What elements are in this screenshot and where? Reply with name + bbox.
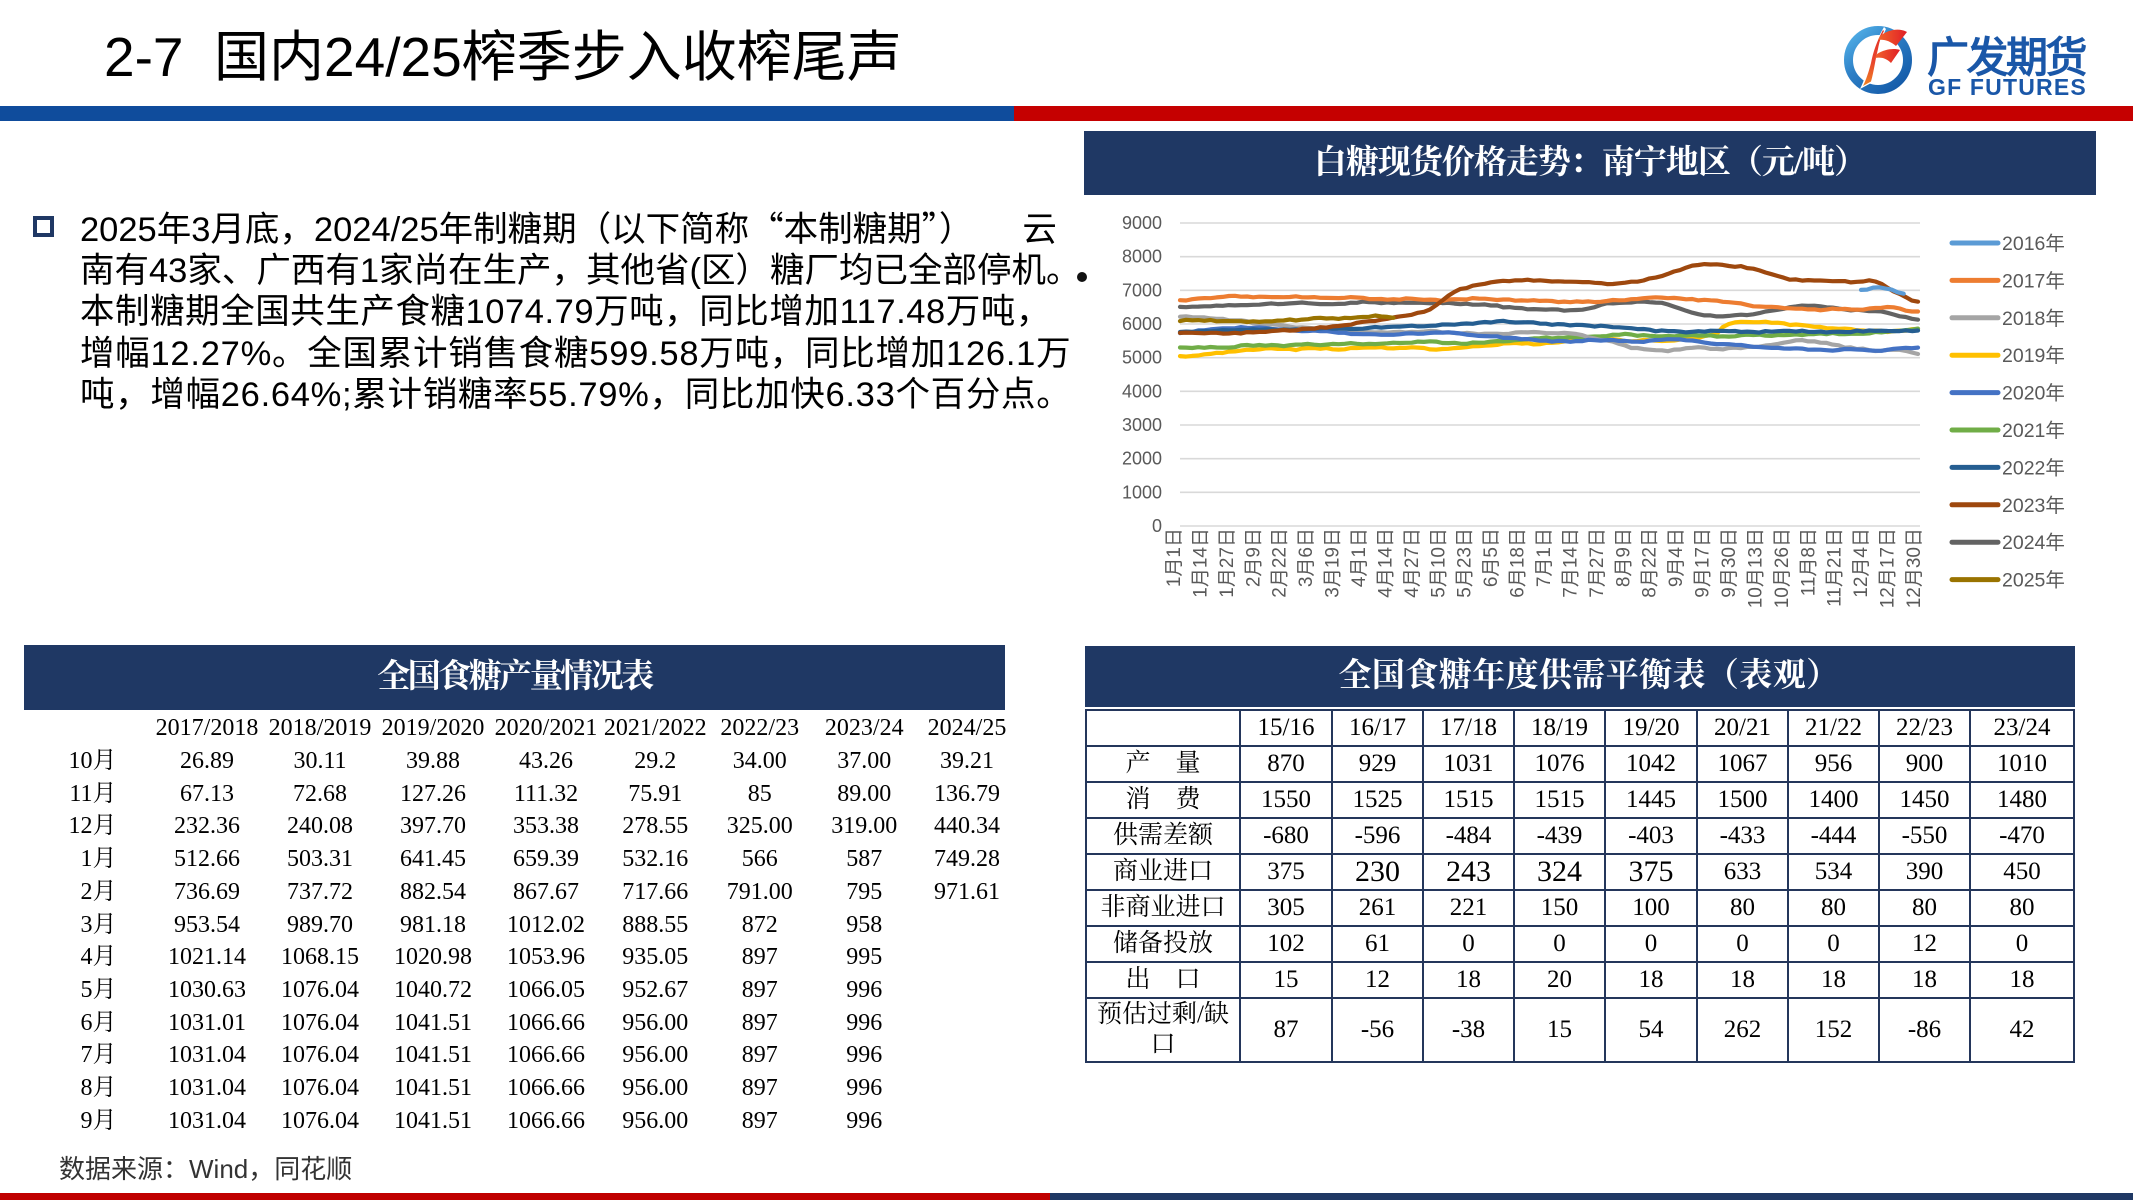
svg-text:4月14日: 4月14日 [1375,528,1396,598]
svg-text:2024年: 2024年 [2002,532,2065,554]
svg-text:2023年: 2023年 [2002,495,2065,517]
svg-text:3月19日: 3月19日 [1323,528,1344,598]
svg-text:2020年: 2020年 [2002,383,2065,405]
svg-text:1月14日: 1月14日 [1190,528,1211,598]
svg-text:7月1日: 7月1日 [1534,528,1555,587]
svg-text:2月9日: 2月9日 [1243,528,1264,587]
svg-text:2月22日: 2月22日 [1270,528,1291,598]
svg-text:1000: 1000 [1122,482,1162,502]
svg-text:0: 0 [1152,516,1162,536]
svg-text:3000: 3000 [1122,415,1162,435]
svg-text:12月30日: 12月30日 [1904,528,1925,608]
svg-text:8月22日: 8月22日 [1640,528,1661,598]
svg-text:9月30日: 9月30日 [1719,528,1740,598]
svg-text:2019年: 2019年 [2002,345,2065,367]
svg-text:10月13日: 10月13日 [1745,528,1766,608]
svg-text:11月21日: 11月21日 [1825,528,1846,607]
svg-text:2000: 2000 [1122,449,1162,469]
svg-text:2017年: 2017年 [2002,270,2065,292]
svg-text:9月4日: 9月4日 [1666,528,1687,587]
svg-text:4000: 4000 [1122,381,1162,401]
svg-text:GF FUTURES: GF FUTURES [1928,74,2087,100]
svg-text:12月4日: 12月4日 [1851,528,1872,598]
svg-text:5月23日: 5月23日 [1455,528,1476,598]
svg-text:2018年: 2018年 [2002,308,2065,330]
svg-text:2025年: 2025年 [2002,570,2065,592]
svg-text:1月27日: 1月27日 [1217,528,1238,598]
svg-text:6000: 6000 [1122,314,1162,334]
svg-text:6月5日: 6月5日 [1481,528,1502,587]
svg-text:广发期货: 广发期货 [1927,34,2087,81]
svg-text:7月27日: 7月27日 [1587,528,1608,598]
svg-text:8000: 8000 [1122,247,1162,267]
svg-text:10月26日: 10月26日 [1772,528,1793,608]
svg-text:5月10日: 5月10日 [1428,528,1449,598]
svg-text:2016年: 2016年 [2002,233,2065,255]
svg-text:2021年: 2021年 [2002,420,2065,442]
svg-text:7月14日: 7月14日 [1560,528,1581,598]
svg-text:11月8日: 11月8日 [1798,528,1819,596]
svg-text:2022年: 2022年 [2002,457,2065,479]
svg-text:5000: 5000 [1122,348,1162,368]
svg-text:4月1日: 4月1日 [1349,528,1370,587]
svg-text:6月18日: 6月18日 [1508,528,1529,598]
svg-text:9月17日: 9月17日 [1693,528,1714,598]
svg-text:12月17日: 12月17日 [1878,528,1899,608]
svg-text:3月6日: 3月6日 [1296,528,1317,587]
svg-text:4月27日: 4月27日 [1402,528,1423,598]
svg-text:1月1日: 1月1日 [1164,528,1185,587]
svg-text:7000: 7000 [1122,280,1162,300]
svg-text:8月9日: 8月9日 [1613,528,1634,587]
svg-text:9000: 9000 [1122,213,1162,233]
